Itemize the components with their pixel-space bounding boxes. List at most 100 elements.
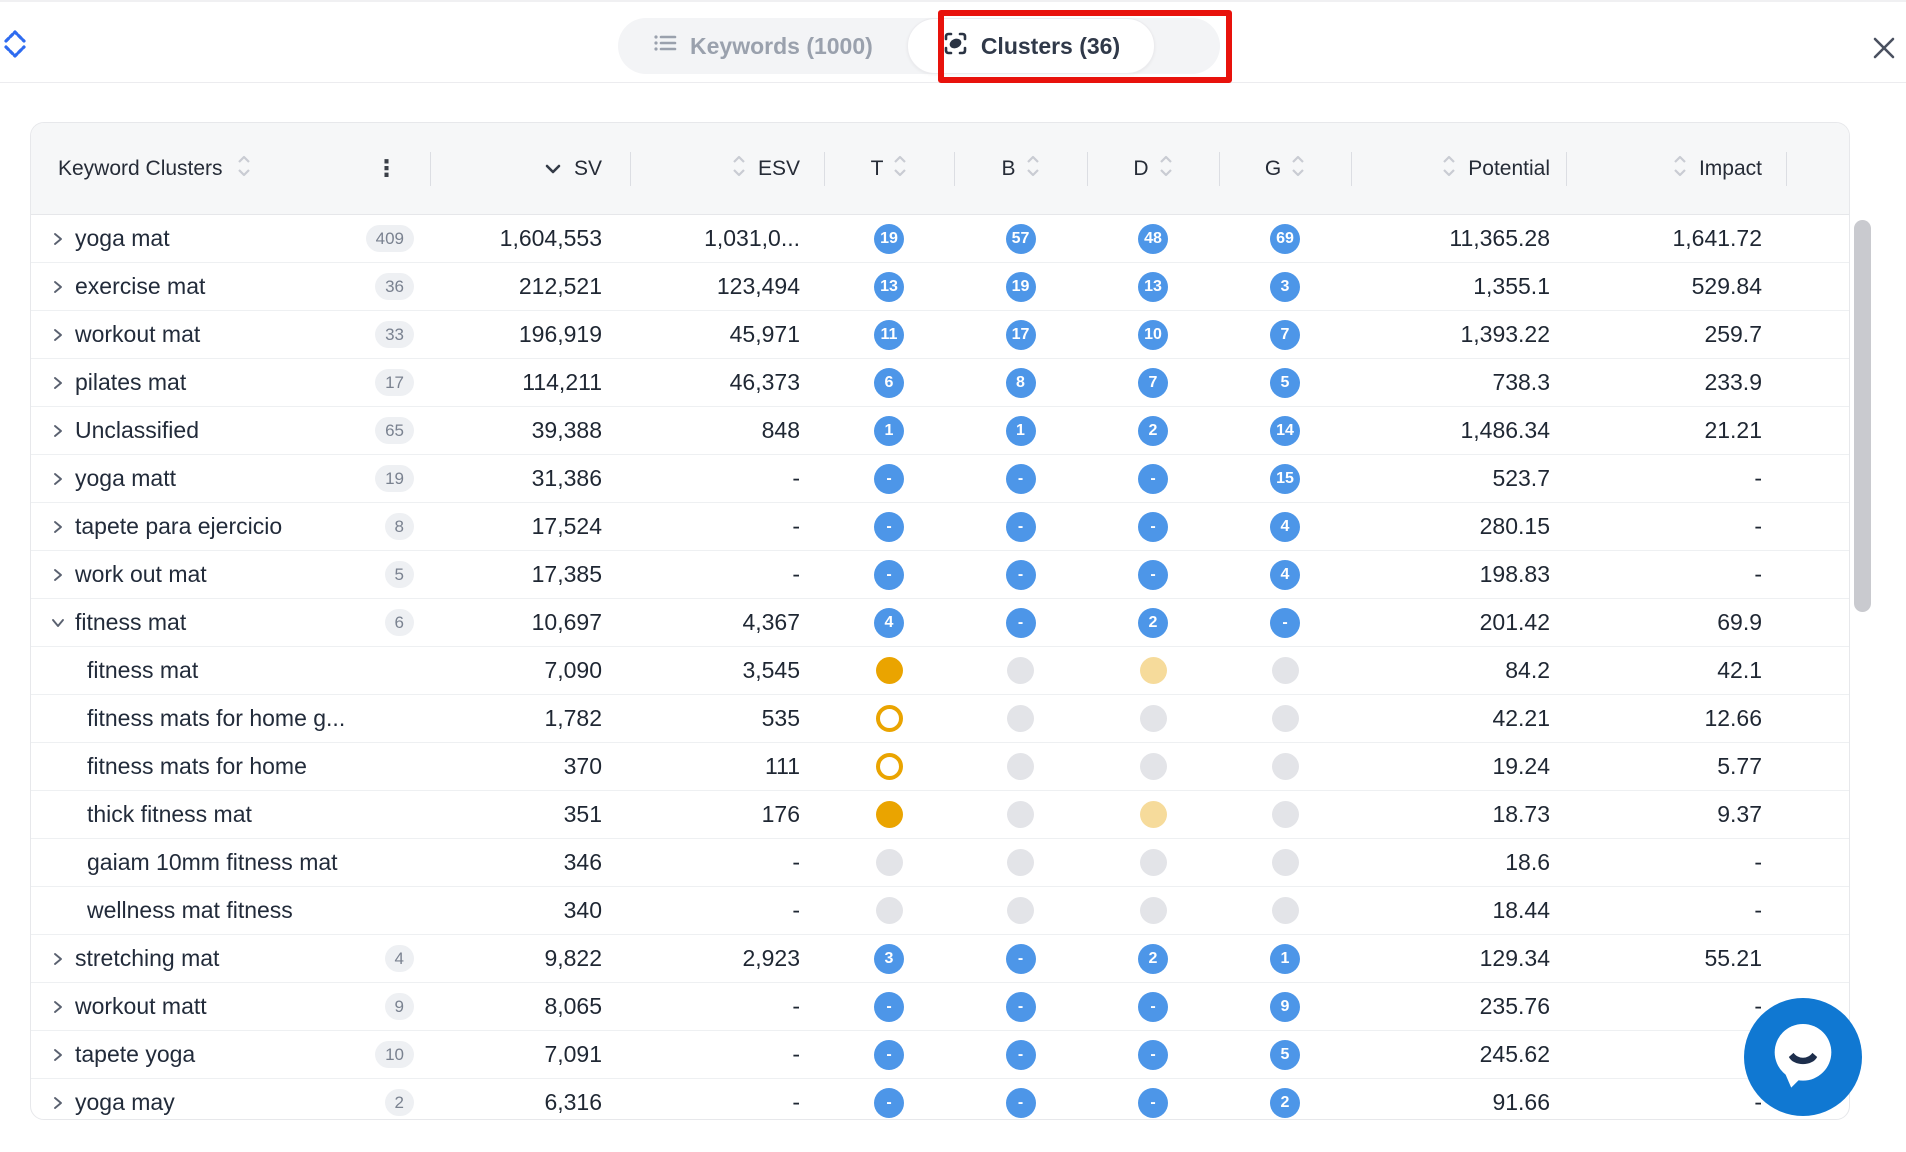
expand-chevron-icon[interactable] <box>45 327 71 343</box>
expand-chevron-icon[interactable] <box>45 471 71 487</box>
impact-value: - <box>1754 897 1762 923</box>
status-mark: - <box>1138 463 1168 494</box>
status-mark: - <box>874 991 904 1022</box>
col-d[interactable]: D <box>1133 156 1149 180</box>
status-mark: 48 <box>1138 223 1168 254</box>
sort-arrows-icon[interactable] <box>893 153 907 185</box>
col-keyword-clusters[interactable]: Keyword Clusters <box>58 156 223 180</box>
table-row[interactable]: wellness mat fitness 340 - 18.44 - <box>31 887 1849 935</box>
sort-arrows-icon[interactable] <box>1026 153 1040 185</box>
expand-chevron-icon[interactable] <box>45 616 71 630</box>
status-mark: - <box>1270 607 1300 638</box>
table-row[interactable]: yoga may 2 6,316 - - - - 2 91.66 - <box>31 1079 1849 1119</box>
potential-value: 235.76 <box>1479 993 1550 1019</box>
status-mark: - <box>1005 559 1036 590</box>
col-sv[interactable]: SV <box>573 156 602 180</box>
expand-chevron-icon[interactable] <box>45 231 71 247</box>
cluster-name: fitness mats for home g... <box>87 705 346 731</box>
status-mark <box>1271 897 1299 924</box>
table-row[interactable]: tapete para ejercicio 8 17,524 - - - - 4… <box>31 503 1849 551</box>
expand-chevron-icon[interactable] <box>45 1095 71 1111</box>
sort-order-toggle-icon[interactable] <box>2 28 28 60</box>
table-row[interactable]: tapete yoga 10 7,091 - - - - 5 245.62 - <box>31 1031 1849 1079</box>
sv-value: 370 <box>563 753 602 779</box>
table-row[interactable]: Unclassified 65 39,388 848 1 1 2 14 1,48… <box>31 407 1849 455</box>
expand-chevron-icon[interactable] <box>45 375 71 391</box>
g-mark: 4 <box>1219 503 1351 550</box>
status-mark: - <box>1005 991 1036 1022</box>
table-row[interactable]: fitness mats for home 370 111 19.24 5.77 <box>31 743 1849 791</box>
table-row[interactable]: pilates mat 17 114,211 46,373 6 8 7 5 73… <box>31 359 1849 407</box>
status-mark: - <box>1138 511 1168 542</box>
status-mark: 7 <box>1138 367 1168 398</box>
potential-value: 1,486.34 <box>1460 417 1550 443</box>
close-icon[interactable] <box>1870 34 1898 62</box>
sort-arrows-icon[interactable] <box>237 153 251 185</box>
expand-chevron-icon[interactable] <box>45 1047 71 1063</box>
sv-value: 7,090 <box>544 657 602 683</box>
cluster-name: thick fitness mat <box>87 801 252 827</box>
table-row[interactable]: stretching mat 4 9,822 2,923 3 - 2 1 129… <box>31 935 1849 983</box>
status-mark: 2 <box>1270 1087 1300 1118</box>
sort-arrows-icon[interactable] <box>1291 153 1305 185</box>
cluster-name: workout matt <box>75 993 207 1019</box>
d-mark: - <box>1087 503 1219 550</box>
impact-value: - <box>1754 849 1762 875</box>
table-row[interactable]: yoga matt 19 31,386 - - - - 15 523.7 - <box>31 455 1849 503</box>
status-mark: 11 <box>874 319 904 350</box>
t-mark: - <box>824 551 954 598</box>
col-t[interactable]: T <box>870 156 884 180</box>
table-row[interactable]: gaiam 10mm fitness mat 346 - 18.6 - <box>31 839 1849 887</box>
d-mark <box>1087 791 1219 838</box>
column-options-icon[interactable]: ⋮ <box>375 155 398 181</box>
expand-chevron-icon[interactable] <box>45 567 71 583</box>
tab-clusters[interactable]: Clusters (36) <box>906 18 1156 74</box>
sort-arrows-icon[interactable] <box>1442 153 1456 185</box>
table-row[interactable]: fitness mat 6 10,697 4,367 4 - 2 - 201.4… <box>31 599 1849 647</box>
esv-value: - <box>792 849 800 875</box>
status-mark: 4 <box>874 607 904 638</box>
table-row[interactable]: fitness mats for home g... 1,782 535 42.… <box>31 695 1849 743</box>
expand-chevron-icon[interactable] <box>45 951 71 967</box>
vertical-scrollbar-thumb[interactable] <box>1854 220 1871 612</box>
table-row[interactable]: thick fitness mat 351 176 18.73 9.37 <box>31 791 1849 839</box>
expand-chevron-icon[interactable] <box>45 519 71 535</box>
col-g[interactable]: G <box>1264 156 1282 180</box>
g-mark: 5 <box>1219 1031 1351 1078</box>
b-mark: 19 <box>954 263 1087 310</box>
chat-widget-button[interactable] <box>1744 998 1862 1116</box>
t-mark <box>824 791 954 838</box>
status-mark: - <box>1138 1087 1168 1118</box>
table-row[interactable]: fitness mat 7,090 3,545 84.2 42.1 <box>31 647 1849 695</box>
expand-chevron-icon[interactable] <box>45 423 71 439</box>
t-mark: - <box>824 983 954 1030</box>
col-b[interactable]: B <box>1001 156 1016 180</box>
col-impact[interactable]: Impact <box>1698 156 1762 180</box>
tab-keywords-label: Keywords (1000) <box>690 32 873 59</box>
table-row[interactable]: exercise mat 36 212,521 123,494 13 19 13… <box>31 263 1849 311</box>
b-mark: - <box>954 599 1087 646</box>
col-esv[interactable]: ESV <box>757 156 800 180</box>
g-mark: 2 <box>1219 1079 1351 1119</box>
impact-value: - <box>1754 465 1762 491</box>
table-row[interactable]: workout mat 33 196,919 45,971 11 17 10 7… <box>31 311 1849 359</box>
table-row[interactable]: workout matt 9 8,065 - - - - 9 235.76 - <box>31 983 1849 1031</box>
sort-arrows-icon[interactable] <box>1159 153 1173 185</box>
col-potential[interactable]: Potential <box>1468 156 1550 180</box>
sv-value: 196,919 <box>518 321 602 347</box>
table-row[interactable]: work out mat 5 17,385 - - - - 4 198.83 - <box>31 551 1849 599</box>
impact-value: 259.7 <box>1704 321 1762 347</box>
cluster-name: yoga matt <box>75 465 176 491</box>
sort-arrows-icon[interactable] <box>732 153 746 185</box>
expand-chevron-icon[interactable] <box>45 999 71 1015</box>
sort-desc-icon[interactable] <box>544 157 562 181</box>
status-mark: 14 <box>1270 415 1300 446</box>
sort-arrows-icon[interactable] <box>1673 153 1687 185</box>
tab-keywords[interactable]: Keywords (1000) <box>618 18 907 74</box>
cluster-name: workout mat <box>75 321 201 347</box>
sv-value: 31,386 <box>531 465 602 491</box>
expand-chevron-icon[interactable] <box>45 279 71 295</box>
impact-value: 1,641.72 <box>1672 225 1762 251</box>
status-mark: 2 <box>1138 415 1168 446</box>
table-row[interactable]: yoga mat 409 1,604,553 1,031,0... 19 57 … <box>31 215 1849 263</box>
